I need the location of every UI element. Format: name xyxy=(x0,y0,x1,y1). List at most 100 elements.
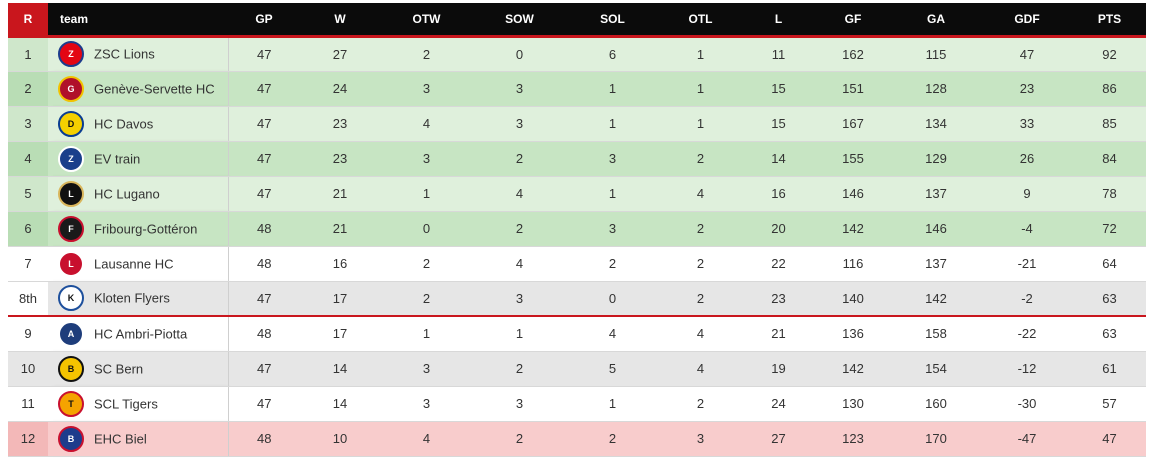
sow-cell: 2 xyxy=(473,211,566,247)
rank-cell: 4 xyxy=(8,141,48,177)
w-cell: 23 xyxy=(300,141,380,177)
otw-cell: 1 xyxy=(380,176,473,212)
column-header-l[interactable]: L xyxy=(742,3,815,38)
column-header-rank[interactable]: R xyxy=(8,3,48,38)
team-cell[interactable]: Z EV train xyxy=(48,141,229,177)
table-row[interactable]: 3 D HC Davos 47 23 4 3 1 1 15 167 134 33 85 xyxy=(8,106,1146,142)
sow-cell: 3 xyxy=(473,106,566,142)
pts-cell: 57 xyxy=(1073,386,1146,422)
gf-cell: 155 xyxy=(815,141,891,177)
ga-cell: 160 xyxy=(891,386,981,422)
table-row[interactable]: 4 Z EV train 47 23 3 2 3 2 14 155 129 26 84 xyxy=(8,141,1146,177)
team-cell[interactable]: D HC Davos xyxy=(48,106,229,142)
column-header-otl[interactable]: OTL xyxy=(659,3,742,38)
team-name[interactable]: ZSC Lions xyxy=(94,46,155,62)
ga-cell: 142 xyxy=(891,281,981,317)
column-header-gp[interactable]: GP xyxy=(228,3,300,38)
team-name[interactable]: HC Davos xyxy=(94,116,154,131)
table-row[interactable]: 9 A HC Ambri-Piotta 48 17 1 1 4 4 21 136 158 -22 63 xyxy=(8,316,1146,352)
ga-cell: 170 xyxy=(891,421,981,457)
pts-cell: 64 xyxy=(1073,246,1146,282)
otl-cell: 1 xyxy=(659,71,742,107)
sol-cell: 0 xyxy=(566,281,659,317)
column-header-team[interactable]: team xyxy=(48,3,228,38)
gp-cell: 47 xyxy=(228,176,300,212)
rank-cell: 3 xyxy=(8,106,48,142)
team-name[interactable]: HC Lugano xyxy=(94,186,160,201)
gf-cell: 167 xyxy=(815,106,891,142)
pts-cell: 63 xyxy=(1073,281,1146,317)
column-header-w[interactable]: W xyxy=(300,3,380,38)
gp-cell: 47 xyxy=(228,106,300,142)
header-row: R team GP W OTW SOW SOL OTL L GF GA GDF … xyxy=(8,3,1146,38)
sol-cell: 2 xyxy=(566,246,659,282)
rank-cell: 10 xyxy=(8,351,48,387)
team-name[interactable]: Fribourg-Gottéron xyxy=(94,221,198,236)
pts-cell: 63 xyxy=(1073,316,1146,352)
gp-cell: 47 xyxy=(228,281,300,317)
otl-cell: 4 xyxy=(659,351,742,387)
l-cell: 15 xyxy=(742,106,815,142)
otl-cell: 4 xyxy=(659,176,742,212)
team-cell[interactable]: L Lausanne HC xyxy=(48,246,229,282)
otl-cell: 2 xyxy=(659,246,742,282)
team-cell[interactable]: T SCL Tigers xyxy=(48,386,229,422)
gf-cell: 142 xyxy=(815,211,891,247)
ga-cell: 158 xyxy=(891,316,981,352)
column-header-otw[interactable]: OTW xyxy=(380,3,473,38)
table-row[interactable]: 8th K Kloten Flyers 47 17 2 3 0 2 23 140 142 -2 63 xyxy=(8,281,1146,317)
team-cell[interactable]: A HC Ambri-Piotta xyxy=(48,316,229,352)
table-row[interactable]: 10 B SC Bern 47 14 3 2 5 4 19 142 154 -12 61 xyxy=(8,351,1146,387)
team-name[interactable]: EV train xyxy=(94,151,141,166)
rank-cell: 7 xyxy=(8,246,48,282)
sow-cell: 0 xyxy=(473,36,566,72)
w-cell: 10 xyxy=(300,421,380,457)
team-name[interactable]: EHC Biel xyxy=(94,431,147,446)
hc-davos-logo: D xyxy=(58,110,84,137)
column-header-gdf[interactable]: GDF xyxy=(981,3,1073,38)
gp-cell: 47 xyxy=(228,351,300,387)
team-name[interactable]: SC Bern xyxy=(94,361,144,376)
team-name[interactable]: Lausanne HC xyxy=(94,256,174,271)
pts-cell: 84 xyxy=(1073,141,1146,177)
sow-cell: 4 xyxy=(473,176,566,212)
column-header-pts[interactable]: PTS xyxy=(1073,3,1146,38)
table-row[interactable]: 12 B EHC Biel 48 10 4 2 2 3 27 123 170 -47 47 xyxy=(8,421,1146,457)
gf-cell: 162 xyxy=(815,36,891,72)
team-cell[interactable]: B EHC Biel xyxy=(48,421,229,457)
column-header-sol[interactable]: SOL xyxy=(566,3,659,38)
team-name[interactable]: SCL Tigers xyxy=(94,396,158,411)
team-cell[interactable]: G Genève-Servette HC xyxy=(48,71,229,107)
team-cell[interactable]: F Fribourg-Gottéron xyxy=(48,211,229,247)
team-cell[interactable]: L HC Lugano xyxy=(48,176,229,212)
table-row[interactable]: 7 L Lausanne HC 48 16 2 4 2 2 22 116 137 -21 64 xyxy=(8,246,1146,282)
w-cell: 14 xyxy=(300,386,380,422)
gp-cell: 47 xyxy=(228,71,300,107)
table-row[interactable]: 5 L HC Lugano 47 21 1 4 1 4 16 146 137 9 78 xyxy=(8,176,1146,212)
team-cell[interactable]: Z ZSC Lions xyxy=(48,36,229,72)
table-row[interactable]: 2 G Genève-Servette HC 47 24 3 3 1 1 15 151 128 23 86 xyxy=(8,71,1146,107)
lausanne-hc-logo: L xyxy=(58,250,84,277)
team-cell[interactable]: B SC Bern xyxy=(48,351,229,387)
column-header-gf[interactable]: GF xyxy=(815,3,891,38)
gdf-cell: 9 xyxy=(981,176,1073,212)
table-row[interactable]: 6 F Fribourg-Gottéron 48 21 0 2 3 2 20 142 146 -4 72 xyxy=(8,211,1146,247)
l-cell: 23 xyxy=(742,281,815,317)
otl-cell: 3 xyxy=(659,421,742,457)
table-row[interactable]: 1 Z ZSC Lions 47 27 2 0 6 1 11 162 115 47 92 xyxy=(8,36,1146,72)
pts-cell: 47 xyxy=(1073,421,1146,457)
w-cell: 14 xyxy=(300,351,380,387)
column-header-ga[interactable]: GA xyxy=(891,3,981,38)
gdf-cell: 47 xyxy=(981,36,1073,72)
otw-cell: 1 xyxy=(380,316,473,352)
team-name[interactable]: HC Ambri-Piotta xyxy=(94,326,188,342)
gp-cell: 48 xyxy=(228,421,300,457)
otw-cell: 2 xyxy=(380,281,473,317)
table-row[interactable]: 11 T SCL Tigers 47 14 3 3 1 2 24 130 160 -30 57 xyxy=(8,386,1146,422)
gdf-cell: -47 xyxy=(981,421,1073,457)
team-cell[interactable]: K Kloten Flyers xyxy=(48,281,229,317)
team-name[interactable]: Genève-Servette HC xyxy=(94,81,215,96)
team-name[interactable]: Kloten Flyers xyxy=(94,290,170,306)
column-header-sow[interactable]: SOW xyxy=(473,3,566,38)
